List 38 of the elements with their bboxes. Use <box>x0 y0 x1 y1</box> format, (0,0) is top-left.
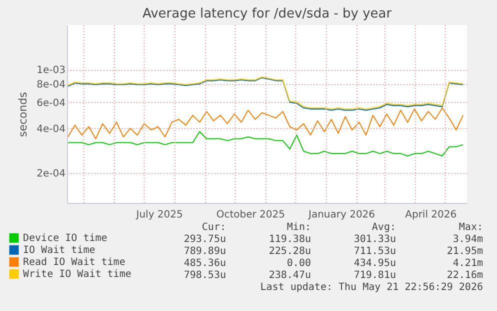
text: 119.38u <box>268 234 311 245</box>
text: 3.94m <box>452 234 483 245</box>
x-tick-label: April 2026 <box>405 210 457 220</box>
text: 21.95m <box>446 246 483 257</box>
legend-label: Write IO Wait time <box>23 269 132 280</box>
text: 225.28u <box>268 246 311 257</box>
x-tick-label: January 2026 <box>307 210 376 220</box>
text: 789.89u <box>184 246 226 257</box>
text: 798.53u <box>184 270 226 281</box>
y-tick-label: 8e-04 <box>36 79 66 90</box>
text: 293.75u <box>184 234 226 245</box>
text: 434.95u <box>354 258 396 269</box>
text: 719.81u <box>354 270 396 281</box>
text: Last update: Thu May 21 22:56:29 2026 <box>260 282 483 293</box>
text: 4.21m <box>452 258 483 269</box>
text: Max: <box>458 222 483 233</box>
text: 485.36u <box>184 258 226 269</box>
text: Min: <box>286 222 311 233</box>
x-tick-label: October 2025 <box>216 210 285 220</box>
legend-label: Read IO Wait time <box>23 257 126 268</box>
text: 301.33u <box>354 234 396 245</box>
legend-label: Device IO time <box>23 233 108 244</box>
y-tick-label: 2e-04 <box>36 168 66 180</box>
line-series <box>67 107 464 140</box>
text: 0.00 <box>286 258 311 269</box>
legend-label: IO Wait time <box>23 245 96 256</box>
chart-title: Average latency for /dev/sda - by year <box>142 6 392 22</box>
x-tick-label: July 2025 <box>135 210 183 220</box>
line-series <box>67 131 464 156</box>
y-tick-label: 6e-04 <box>36 98 66 109</box>
y-axis-title: seconds <box>16 92 30 137</box>
y-tick-label: 4e-04 <box>36 124 66 135</box>
text: Avg: <box>372 222 396 233</box>
text: 711.53u <box>354 246 396 257</box>
text: Cur: <box>202 222 226 233</box>
y-tick-label: 1e-03 <box>36 65 66 76</box>
text: 22.16m <box>446 270 483 281</box>
text: 238.47u <box>268 270 311 281</box>
